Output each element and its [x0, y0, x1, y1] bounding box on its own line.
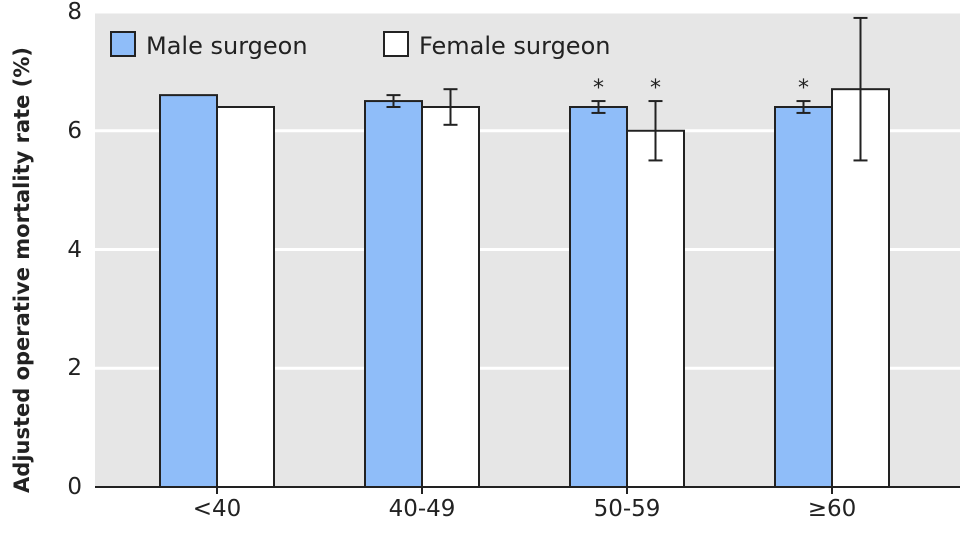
significance-star: * [798, 76, 809, 101]
legend-swatch-female [383, 31, 409, 57]
y-tick-label: 0 [67, 474, 82, 500]
bar-male [159, 94, 218, 488]
significance-star: * [593, 76, 604, 101]
significance-star: * [650, 76, 661, 101]
bar-female [421, 106, 480, 488]
y-tick-label: 8 [67, 0, 82, 25]
significance-markers: * * * [593, 76, 809, 101]
x-tick-label: 50-59 [593, 496, 661, 522]
y-tick-label: 6 [67, 117, 82, 144]
y-tick-label: 2 [67, 355, 82, 382]
error-bars [386, 16, 868, 162]
x-tick-label: ≥60 [807, 496, 857, 522]
legend-item-male: Male surgeon [110, 31, 308, 60]
bar-female [626, 129, 685, 488]
bar-female [216, 106, 275, 488]
bar-male [569, 106, 628, 488]
x-tick-label: 40-49 [388, 496, 456, 522]
legend-item-female: Female surgeon [383, 31, 610, 60]
bar-female [831, 88, 890, 488]
x-tick-label: <40 [192, 496, 242, 522]
x-tick-marks [216, 487, 833, 494]
bar-male [774, 106, 833, 488]
bars [159, 88, 890, 488]
bar-male [364, 100, 423, 488]
legend-swatch-male [110, 31, 136, 57]
legend-label-male: Male surgeon [146, 32, 308, 60]
y-axis-label: Adjusted operative mortality rate (%) [10, 47, 34, 493]
legend-label-female: Female surgeon [419, 32, 611, 60]
y-tick-label: 4 [67, 236, 82, 263]
